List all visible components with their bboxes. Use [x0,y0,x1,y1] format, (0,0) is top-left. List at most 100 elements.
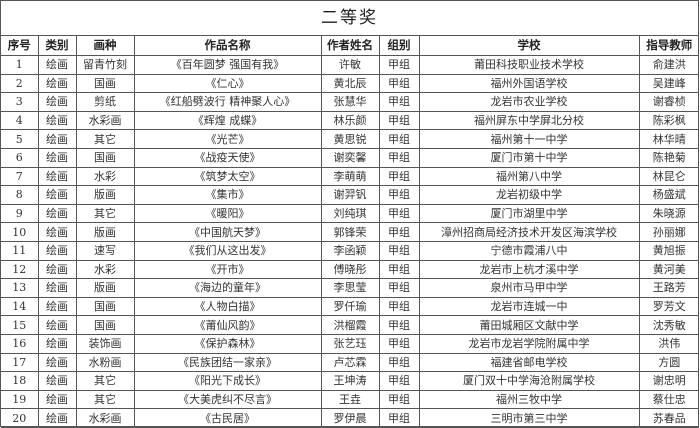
school-cell: 福州第八中学 [418,166,640,187]
school-cell: 漳州招商局经济技术开发区海滨学校 [418,222,640,242]
seq-cell: 20 [1,408,39,428]
work-title-cell: 《百年圆梦 强国有我》 [133,55,322,75]
teacher-cell: 俞建洪 [638,55,699,75]
category-cell: 绘画 [37,110,77,131]
medium-cell: 水粉画 [75,352,135,373]
author-cell: 黄北辰 [320,73,380,94]
seq-cell: 9 [1,203,39,224]
teacher-cell: 洪伟 [638,333,699,354]
category-cell: 绘画 [37,371,77,391]
work-title-cell: 《海边的童年》 [133,278,322,298]
author-cell: 林乐颜 [320,110,380,131]
medium-cell: 水彩 [75,259,135,280]
group-cell: 甲组 [378,278,420,298]
category-cell: 绘画 [37,352,77,373]
table-row: 18 绘画 其它 《阳光下成长》 王坤涛 甲组 厦门双十中学海沧附属学校 谢忠明 [1,371,699,391]
group-cell: 甲组 [378,333,420,354]
table-row: 14 绘画 国画 《人物白描》 罗仟瑜 甲组 龙岩市连城一中 罗芳文 [1,296,699,317]
group-cell: 甲组 [378,240,420,261]
school-cell: 莆田科技职业技术学校 [418,55,640,75]
work-title-cell: 《战疫天使》 [133,147,322,168]
seq-cell: 8 [1,185,39,205]
col-header-seq: 序号 [1,36,39,56]
medium-cell: 国画 [75,147,135,168]
school-cell: 福建省邮电学校 [418,352,640,373]
school-cell: 福州三牧中学 [418,389,640,410]
author-cell: 黄思锐 [320,129,380,149]
school-cell: 泉州市马甲中学 [418,278,640,298]
work-title-cell: 《大美虎纠不尽言》 [133,389,322,410]
work-title-cell: 《民族团结一家亲》 [133,352,322,373]
table-row: 13 绘画 版画 《海边的童年》 李思莹 甲组 泉州市马甲中学 王路芳 [1,278,699,298]
seq-cell: 19 [1,389,39,410]
work-title-cell: 《仁心》 [133,73,322,94]
author-cell: 傅晓彤 [320,259,380,280]
author-cell: 张艺珏 [320,333,380,354]
medium-cell: 国画 [75,73,135,94]
group-cell: 甲组 [378,166,420,187]
teacher-cell: 蔡仕忠 [638,389,699,410]
teacher-cell: 谢睿桢 [638,92,699,112]
school-cell: 福州第十一中学 [418,129,640,149]
seq-cell: 15 [1,315,39,335]
medium-cell: 版画 [75,278,135,298]
work-title-cell: 《保护森林》 [133,333,322,354]
school-cell: 龙岩初级中学 [418,185,640,205]
school-cell: 三明市第三中学 [418,408,640,428]
author-cell: 李萌萌 [320,166,380,187]
author-cell: 张慧华 [320,92,380,112]
group-cell: 甲组 [378,129,420,149]
work-title-cell: 《集市》 [133,185,322,205]
school-cell: 厦门市湖里中学 [418,203,640,224]
category-cell: 绘画 [37,129,77,149]
table-row: 19 绘画 其它 《大美虎纠不尽言》 王垚 甲组 福州三牧中学 蔡仕忠 [1,389,699,410]
group-cell: 甲组 [378,92,420,112]
work-title-cell: 《光芒》 [133,129,322,149]
author-cell: 刘纯琪 [320,203,380,224]
table-row: 17 绘画 水粉画 《民族团结一家亲》 卢芯霖 甲组 福建省邮电学校 方圆 [1,352,699,373]
work-title-cell: 《我们从这出发》 [133,240,322,261]
col-header-work-title: 作品名称 [133,36,322,56]
col-header-teacher: 指导教师 [638,36,699,56]
teacher-cell: 朱晓源 [638,203,699,224]
school-cell: 福州外国语学校 [418,73,640,94]
teacher-cell: 苏春品 [638,408,699,428]
teacher-cell: 罗芳文 [638,296,699,317]
table-row: 9 绘画 其它 《暖阳》 刘纯琪 甲组 厦门市湖里中学 朱晓源 [1,203,699,224]
category-cell: 绘画 [37,278,77,298]
teacher-cell: 方圆 [638,352,699,373]
medium-cell: 留青竹刻 [75,55,135,75]
author-cell: 王垚 [320,389,380,410]
seq-cell: 14 [1,296,39,317]
author-cell: 罗仟瑜 [320,296,380,317]
group-cell: 甲组 [378,352,420,373]
category-cell: 绘画 [37,147,77,168]
teacher-cell: 谢忠明 [638,371,699,391]
work-title-cell: 《莆仙风韵》 [133,315,322,335]
col-header-author: 作者姓名 [320,36,380,56]
group-cell: 甲组 [378,408,420,428]
medium-cell: 国画 [75,315,135,335]
author-cell: 谢羿钒 [320,185,380,205]
author-cell: 卢芯霖 [320,352,380,373]
teacher-cell: 林昆仑 [638,166,699,187]
teacher-cell: 沈秀敏 [638,315,699,335]
teacher-cell: 杨盛斌 [638,185,699,205]
medium-cell: 装饰画 [75,333,135,354]
table-row: 7 绘画 水彩 《筑梦太空》 李萌萌 甲组 福州第八中学 林昆仑 [1,166,699,187]
teacher-cell: 林华晴 [638,129,699,149]
table-row: 10 绘画 版画 《中国航天梦》 郭锋荣 甲组 漳州招商局经济技术开发区海滨学校 孙丽娜 [1,222,699,242]
work-title-cell: 《筑梦太空》 [133,166,322,187]
group-cell: 甲组 [378,73,420,94]
author-cell: 许敏 [320,55,380,75]
table-row: 5 绘画 其它 《光芒》 黄思锐 甲组 福州第十一中学 林华晴 [1,129,699,149]
seq-cell: 3 [1,92,39,112]
school-cell: 厦门双十中学海沧附属学校 [418,371,640,391]
seq-cell: 6 [1,147,39,168]
work-title-cell: 《辉煌 成蝶》 [133,110,322,131]
table-row: 2 绘画 国画 《仁心》 黄北辰 甲组 福州外国语学校 吴建峰 [1,73,699,94]
medium-cell: 版画 [75,185,135,205]
group-cell: 甲组 [378,110,420,131]
header-row: 序号 类别 画种 作品名称 作者姓名 组别 学校 指导教师 [1,36,699,56]
